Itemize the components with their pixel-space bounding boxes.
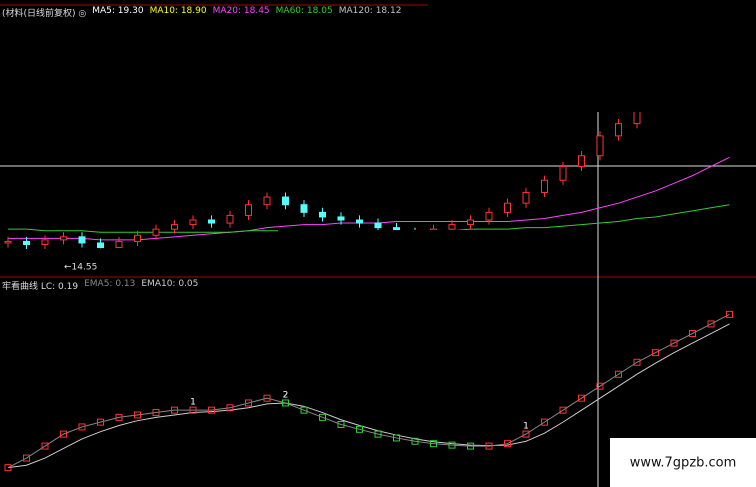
lc-box: [652, 349, 659, 357]
candle-body: [171, 224, 178, 230]
candle-body: [300, 204, 308, 213]
lower-header: 牢看曲线 LC: 0.19 EMA5: 0.13 EMA10: 0.05: [2, 279, 198, 292]
candle-body: [245, 204, 252, 216]
lc-box: [504, 440, 511, 448]
lc-box: [208, 406, 215, 414]
lc-box: [263, 394, 271, 402]
candle-body: [319, 211, 326, 218]
lc-box: [4, 464, 12, 472]
lc-box: [300, 406, 308, 414]
ma-line: [8, 204, 730, 233]
legend-entry: MA60: 18.05: [275, 6, 333, 16]
candle-body: [263, 196, 271, 206]
lc-box: [707, 320, 715, 328]
watermark-box: [610, 438, 756, 487]
lc-box: [467, 442, 474, 450]
lc-box: [485, 442, 493, 450]
lc-box: [559, 406, 567, 414]
lc-box: [448, 441, 456, 449]
legend-entry: MA5: 19.30: [92, 6, 144, 16]
lc-box: [374, 430, 382, 438]
ma-line: [8, 156, 730, 241]
signal-label: 1: [190, 398, 196, 408]
candle-body: [467, 219, 474, 226]
candle-body: [152, 228, 160, 236]
legend-entry: MA120: 18.12: [338, 6, 402, 16]
candle-body: [23, 240, 30, 245]
candle-body: [615, 123, 622, 137]
candle-body: [559, 165, 567, 181]
lc-box: [282, 399, 289, 407]
candle-body: [504, 202, 511, 213]
candle-body: [60, 236, 67, 241]
candle-body: [541, 179, 548, 193]
lc-box: [670, 339, 678, 347]
lower-legend: EMA5: 0.13 EMA10: 0.05: [84, 279, 198, 292]
candle-body: [41, 239, 49, 245]
lc-box: [23, 454, 30, 462]
candle-body: [356, 219, 363, 224]
lc-box: [689, 330, 696, 338]
candle-body: [337, 216, 345, 221]
candle-body: [208, 219, 215, 224]
lc-box: [356, 425, 363, 433]
legend-entry: EMA5: 0.13: [84, 279, 136, 289]
lc-box: [578, 394, 585, 402]
lc-box: [541, 418, 548, 426]
candle-body: [596, 135, 604, 157]
lc-box: [97, 418, 104, 426]
candle-body: [282, 196, 289, 206]
watermark: www.7gpzb.com: [630, 456, 737, 471]
legend-entry: MA10: 18.90: [149, 6, 207, 16]
lc-box: [633, 358, 641, 366]
candle-body: [189, 219, 197, 226]
lc-box: [615, 370, 622, 378]
candle-body: [97, 242, 104, 249]
title: (材料(日线前复权) ◎: [2, 9, 87, 19]
lc-box: [226, 404, 234, 412]
candle-body: [578, 155, 585, 167]
ema-line: [7, 323, 730, 469]
lc-box: [60, 430, 67, 438]
lc-box: [171, 406, 178, 414]
lc-box: [115, 413, 123, 421]
ma-legend: MA5: 19.30 MA10: 18.90 MA20: 18.45 MA60: 18…: [92, 6, 401, 19]
lc-box: [411, 437, 419, 445]
candle-body: [115, 240, 123, 249]
signal-label: 1: [523, 422, 529, 432]
lower-title: 牢看曲线 LC: 0.19: [2, 282, 79, 292]
lc-box: [522, 430, 530, 438]
candle-body: [374, 222, 382, 229]
mask: [278, 230, 478, 256]
lc-box: [189, 406, 197, 414]
signal-label: 2: [283, 390, 289, 400]
lc-box: [319, 413, 326, 421]
header: (材料(日线前复权) ◎ MA5: 19.30 MA10: 18.90 MA20: 1…: [2, 6, 401, 19]
candle-body: [226, 214, 234, 224]
lc-line: [7, 313, 730, 469]
candle-body: [522, 191, 530, 204]
lc-box: [152, 409, 160, 417]
lc-box: [596, 382, 604, 390]
lc-box: [41, 442, 49, 450]
mask: [428, 0, 756, 112]
legend-entry: MA20: 18.45: [212, 6, 270, 16]
candle-body: [78, 236, 86, 244]
lc-box: [726, 310, 733, 318]
lc-box: [337, 421, 345, 429]
lc-box: [393, 434, 400, 442]
lc-box: [78, 423, 86, 431]
lc-box: [430, 440, 437, 448]
candle-body: [485, 211, 493, 221]
legend-entry: EMA10: 0.05: [141, 279, 199, 289]
lc-box: [245, 399, 252, 407]
candle-body: [134, 234, 141, 242]
candle-body: [4, 240, 12, 244]
low-annotation: ←14.55: [64, 263, 97, 273]
candle-body: [448, 224, 456, 230]
lc-box: [134, 411, 141, 419]
